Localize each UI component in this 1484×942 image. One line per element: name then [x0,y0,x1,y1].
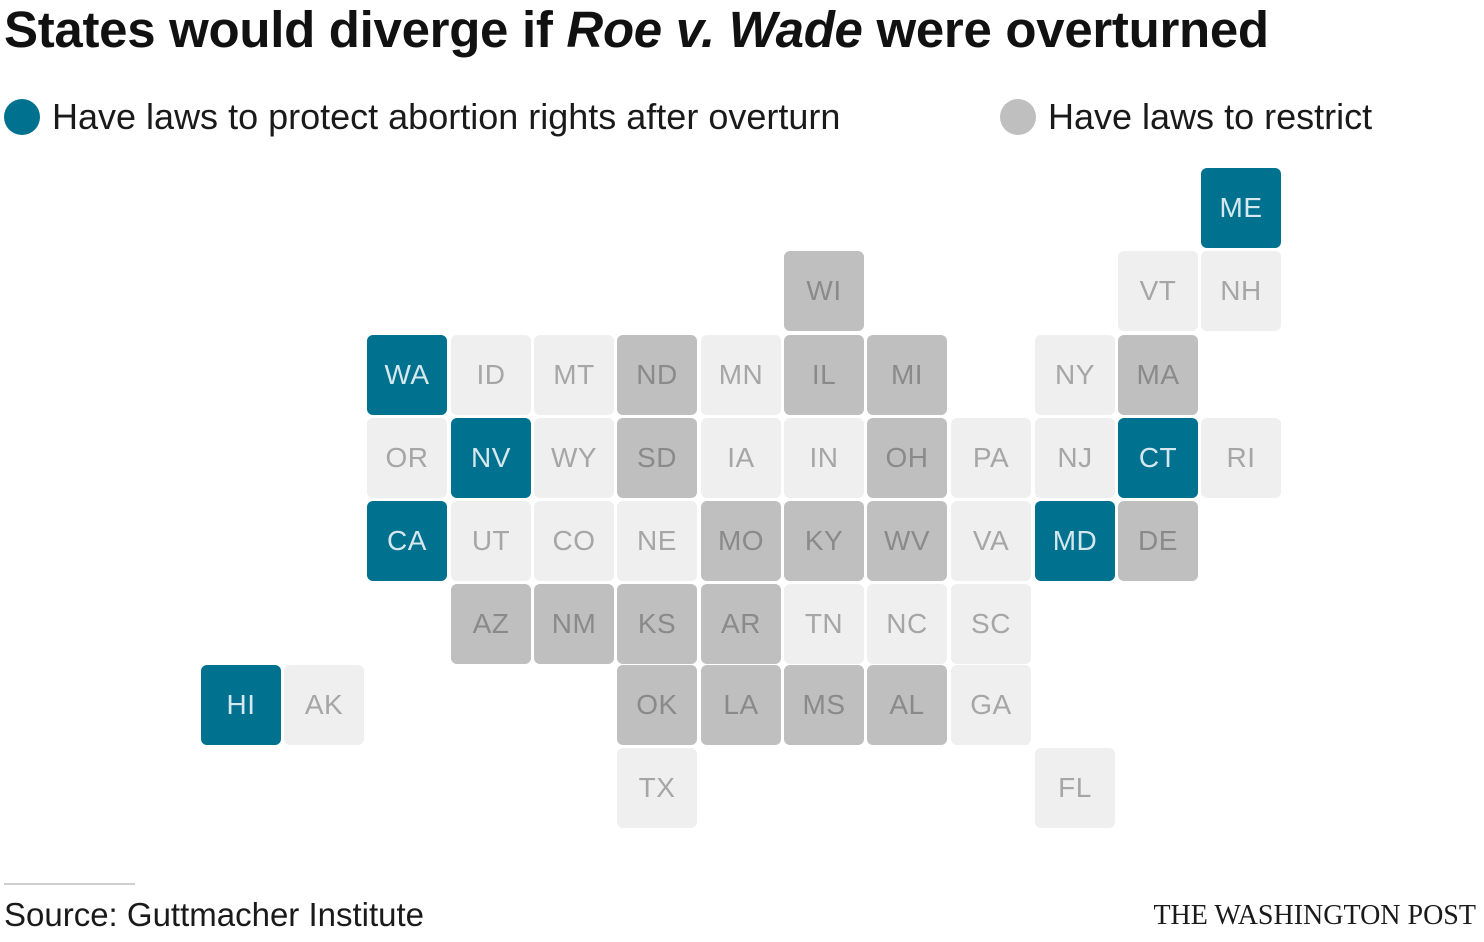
state-tile-mo: MO [701,501,781,581]
state-tile-md: MD [1035,501,1115,581]
state-tile-mi: MI [867,335,947,415]
legend-item-protect: Have laws to protect abortion rights aft… [4,95,840,139]
state-tile-pa: PA [951,418,1031,498]
state-tile-il: IL [784,335,864,415]
chart-title: States would diverge if Roe v. Wade were… [4,0,1269,64]
state-tile-id: ID [451,335,531,415]
legend-protect-dot-icon [4,99,40,135]
state-tile-ms: MS [784,665,864,745]
state-tile-nj: NJ [1035,418,1115,498]
state-tile-wy: WY [534,418,614,498]
state-tile-sc: SC [951,584,1031,664]
state-tile-ar: AR [701,584,781,664]
state-tile-mt: MT [534,335,614,415]
source-note: Source: Guttmacher Institute [4,896,425,933]
state-tile-al: AL [867,665,947,745]
publisher-credit: THE WASHINGTON POST [1153,900,1476,931]
title-case-name: Roe v. Wade [566,1,863,58]
legend-item-restrict: Have laws to restrict [1000,95,1372,139]
state-tile-wv: WV [867,501,947,581]
legend-protect-label: Have laws to protect abortion rights aft… [52,96,841,137]
state-tile-wi: WI [784,251,864,331]
state-tile-me: ME [1201,168,1281,248]
title-part2: were overturned [862,1,1269,58]
state-tile-fl: FL [1035,748,1115,828]
state-tile-in: IN [784,418,864,498]
state-tile-ks: KS [617,584,697,664]
state-tile-mn: MN [701,335,781,415]
state-tile-hi: HI [201,665,281,745]
state-tile-de: DE [1118,501,1198,581]
title-part1: States would diverge if [4,1,567,58]
state-tile-nd: ND [617,335,697,415]
state-tile-ma: MA [1118,335,1198,415]
state-tile-tn: TN [784,584,864,664]
state-tile-ca: CA [367,501,447,581]
state-tile-ia: IA [701,418,781,498]
state-tile-la: LA [701,665,781,745]
state-tile-ak: AK [284,665,364,745]
state-tile-ut: UT [451,501,531,581]
state-tile-co: CO [534,501,614,581]
state-tile-ky: KY [784,501,864,581]
state-tile-nc: NC [867,584,947,664]
legend-restrict-dot-icon [1000,99,1036,135]
state-tile-nm: NM [534,584,614,664]
state-tile-ny: NY [1035,335,1115,415]
state-tile-az: AZ [451,584,531,664]
state-tile-va: VA [951,501,1031,581]
state-tile-ok: OK [617,665,697,745]
state-tile-oh: OH [867,418,947,498]
state-tile-nh: NH [1201,251,1281,331]
state-tile-ne: NE [617,501,697,581]
source-divider [4,883,135,885]
state-tile-tx: TX [617,748,697,828]
state-tile-ga: GA [951,665,1031,745]
state-tile-vt: VT [1118,251,1198,331]
state-tile-wa: WA [367,335,447,415]
state-tile-nv: NV [451,418,531,498]
state-tile-sd: SD [617,418,697,498]
legend-restrict-label: Have laws to restrict [1048,96,1373,137]
state-tile-ri: RI [1201,418,1281,498]
state-tile-or: OR [367,418,447,498]
state-tile-ct: CT [1118,418,1198,498]
